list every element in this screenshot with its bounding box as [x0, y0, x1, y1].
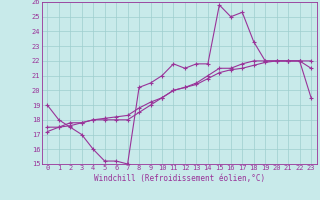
- X-axis label: Windchill (Refroidissement éolien,°C): Windchill (Refroidissement éolien,°C): [94, 174, 265, 183]
